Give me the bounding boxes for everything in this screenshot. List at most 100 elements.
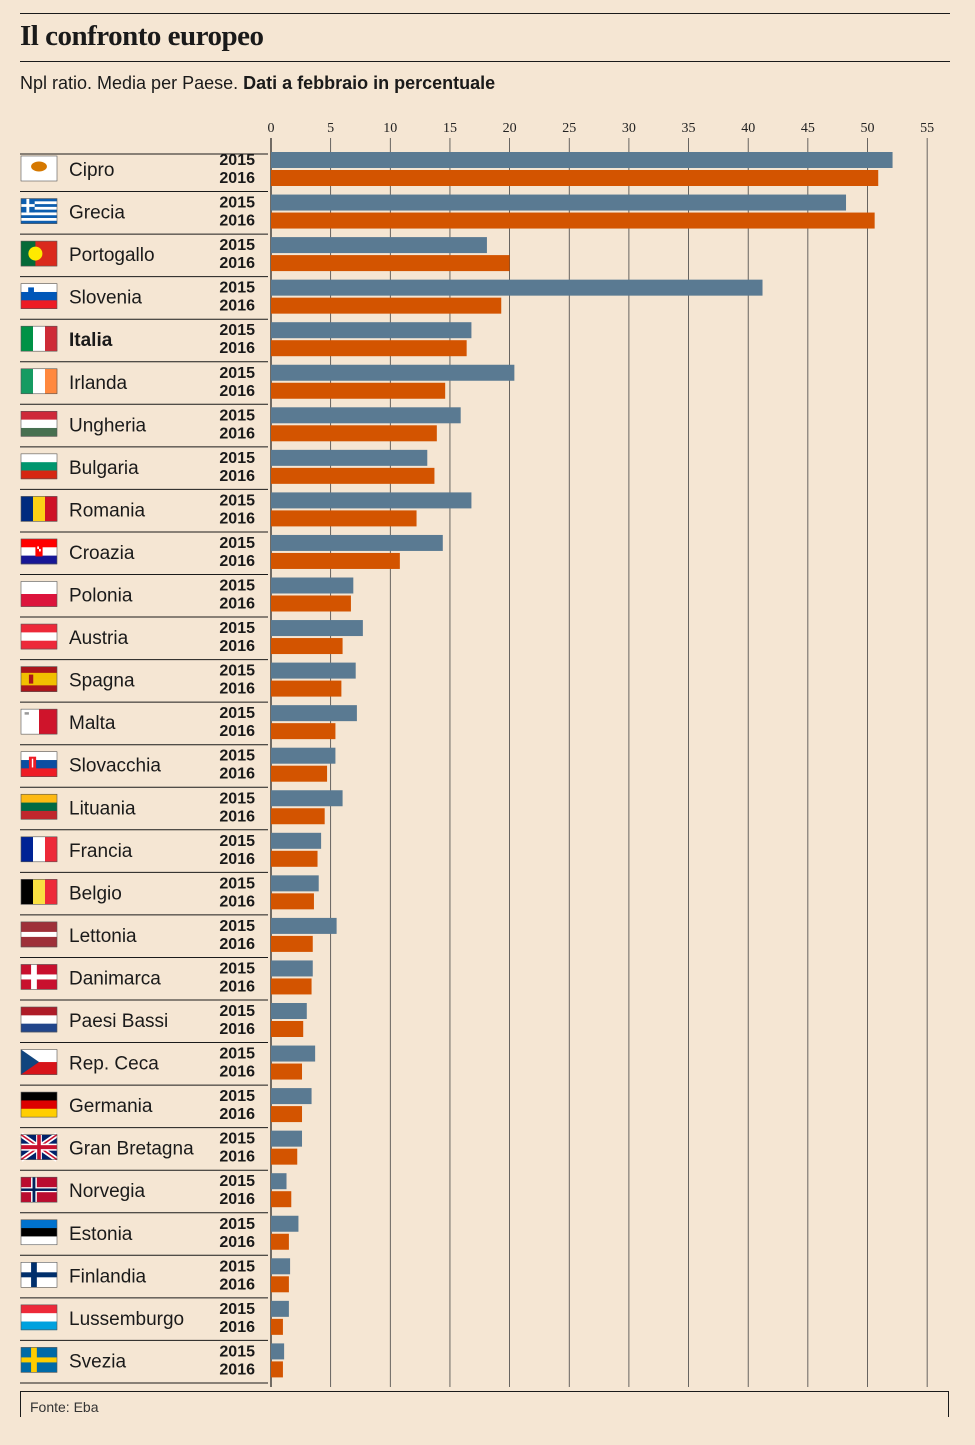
bar-2015 bbox=[271, 1300, 289, 1317]
cyprus-flag-icon bbox=[20, 155, 58, 182]
year-label-2015: 2015 bbox=[219, 280, 255, 297]
year-label-2015: 2015 bbox=[219, 960, 255, 977]
year-label-2016: 2016 bbox=[219, 213, 255, 230]
germany-flag-icon bbox=[20, 1091, 58, 1118]
year-label-2015: 2015 bbox=[219, 1173, 255, 1190]
country-label: Finlandia bbox=[69, 1266, 147, 1287]
bar-2016 bbox=[271, 1148, 298, 1165]
bar-2015 bbox=[271, 1045, 316, 1062]
bar-2015 bbox=[271, 662, 356, 679]
bar-2016 bbox=[271, 935, 313, 952]
x-tick-label: 40 bbox=[741, 121, 755, 136]
luxembourg-flag-icon bbox=[20, 1304, 58, 1331]
bar-2016 bbox=[271, 978, 312, 995]
bar-2015 bbox=[271, 237, 487, 254]
country-label: Slovacchia bbox=[69, 756, 161, 777]
year-label-2015: 2015 bbox=[219, 1343, 255, 1360]
country-label: Croazia bbox=[69, 543, 135, 564]
bar-2016 bbox=[271, 425, 437, 442]
poland-flag-icon bbox=[20, 581, 58, 607]
country-label: Estonia bbox=[69, 1224, 133, 1245]
bar-2015 bbox=[271, 620, 363, 637]
uk-flag-icon bbox=[19, 1132, 59, 1162]
spain-flag-icon bbox=[20, 666, 58, 692]
year-label-2016: 2016 bbox=[219, 808, 255, 825]
bar-2015 bbox=[271, 1173, 287, 1190]
year-label-2015: 2015 bbox=[219, 152, 255, 169]
year-label-2015: 2015 bbox=[219, 663, 255, 680]
bar-2016 bbox=[271, 297, 502, 314]
latvia-flag-icon bbox=[20, 921, 58, 948]
subtitle-bold: Dati a febbraio in percentuale bbox=[243, 73, 496, 93]
bar-2015 bbox=[271, 194, 847, 211]
bar-2016 bbox=[271, 170, 879, 186]
country-label: Polonia bbox=[69, 586, 133, 607]
country-label: Francia bbox=[69, 841, 133, 862]
year-label-2016: 2016 bbox=[219, 893, 255, 910]
x-tick-label: 20 bbox=[503, 121, 517, 136]
estonia-flag-icon bbox=[20, 1219, 58, 1246]
year-label-2015: 2015 bbox=[219, 790, 255, 807]
title-rule bbox=[20, 61, 950, 62]
bar-2015 bbox=[271, 875, 319, 892]
bar-2015 bbox=[271, 364, 515, 381]
bar-2016 bbox=[271, 850, 318, 867]
bar-2016 bbox=[271, 893, 314, 910]
croatia-flag-icon bbox=[20, 538, 58, 565]
country-label: Grecia bbox=[69, 203, 125, 224]
country-label: Gran Bretagna bbox=[69, 1139, 194, 1160]
finland-flag-icon bbox=[20, 1262, 58, 1288]
ireland-flag-icon bbox=[20, 368, 58, 395]
year-label-2016: 2016 bbox=[219, 681, 255, 698]
chart-title: Il confronto europeo bbox=[20, 20, 264, 52]
country-label: Svezia bbox=[69, 1351, 126, 1372]
italy-flag-icon bbox=[20, 325, 58, 352]
romania-flag-icon bbox=[20, 496, 58, 522]
top-rule bbox=[20, 13, 950, 14]
bar-2016 bbox=[271, 680, 342, 697]
country-label: Italia bbox=[69, 330, 113, 351]
year-label-2015: 2015 bbox=[219, 1216, 255, 1233]
year-label-2016: 2016 bbox=[219, 1021, 255, 1038]
x-tick-label: 55 bbox=[920, 121, 934, 136]
france-flag-icon bbox=[20, 836, 58, 863]
year-label-2016: 2016 bbox=[219, 340, 255, 357]
country-label: Cipro bbox=[69, 160, 114, 181]
lithuania-flag-icon bbox=[20, 793, 58, 820]
portugal-flag-icon bbox=[20, 240, 58, 267]
year-label-2015: 2015 bbox=[219, 492, 255, 509]
year-label-2015: 2015 bbox=[219, 450, 255, 467]
bar-2016 bbox=[271, 1233, 289, 1250]
bar-2015 bbox=[271, 1088, 312, 1105]
x-tick-label: 50 bbox=[861, 121, 875, 136]
bar-2015 bbox=[271, 492, 472, 509]
year-label-2015: 2015 bbox=[219, 705, 255, 722]
austria-flag-icon bbox=[20, 623, 58, 650]
bar-2015 bbox=[271, 747, 336, 764]
bar-2016 bbox=[271, 1063, 303, 1080]
country-label: Norvegia bbox=[69, 1181, 145, 1202]
x-tick-label: 35 bbox=[682, 121, 696, 136]
year-label-2015: 2015 bbox=[219, 535, 255, 552]
bar-2016 bbox=[271, 723, 336, 740]
country-label: Irlanda bbox=[69, 373, 128, 394]
year-label-2016: 2016 bbox=[219, 723, 255, 740]
x-tick-label: 45 bbox=[801, 121, 815, 136]
year-label-2015: 2015 bbox=[219, 1088, 255, 1105]
sweden-flag-icon bbox=[20, 1347, 58, 1373]
bar-2016 bbox=[271, 467, 435, 484]
country-label: Belgio bbox=[69, 883, 122, 904]
bar-2015 bbox=[271, 705, 357, 722]
year-label-2015: 2015 bbox=[219, 237, 255, 254]
country-label: Lussemburgo bbox=[69, 1309, 184, 1330]
hungary-flag-icon bbox=[20, 410, 58, 437]
year-label-2015: 2015 bbox=[219, 195, 255, 212]
year-label-2015: 2015 bbox=[219, 875, 255, 892]
bar-2016 bbox=[271, 1191, 292, 1208]
year-label-2015: 2015 bbox=[219, 833, 255, 850]
country-label: Bulgaria bbox=[69, 458, 139, 479]
x-tick-label: 10 bbox=[383, 121, 397, 136]
year-label-2016: 2016 bbox=[219, 170, 255, 187]
year-label-2016: 2016 bbox=[219, 1106, 255, 1123]
